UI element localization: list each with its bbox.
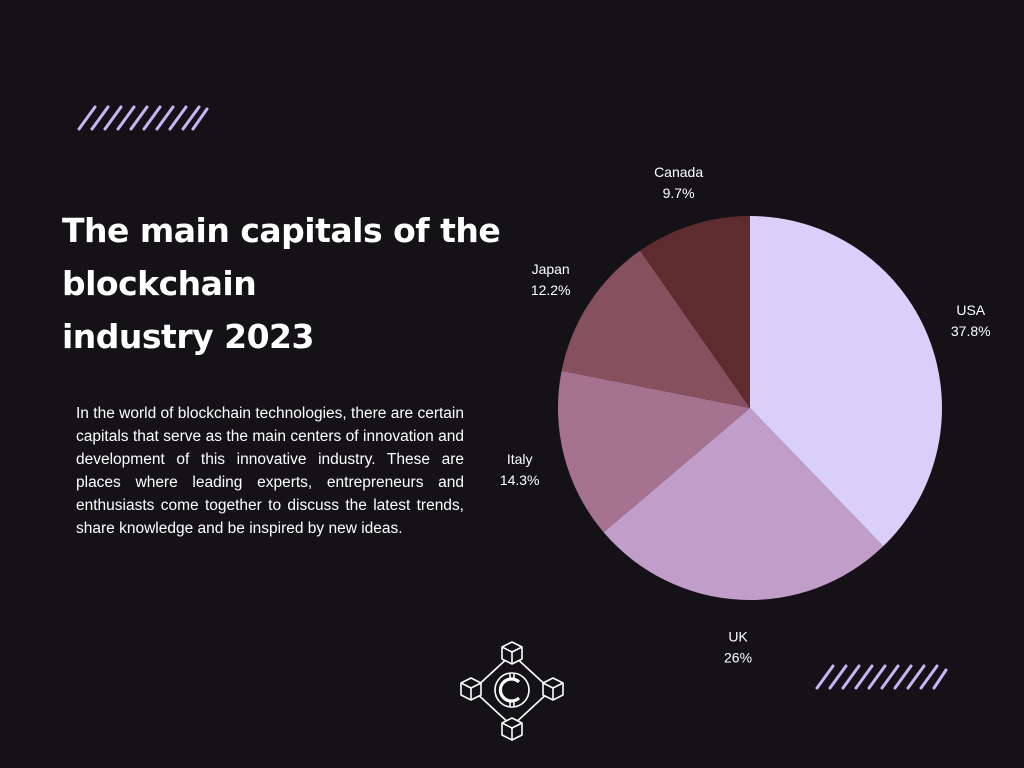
slice-label-uk: UK: [728, 629, 748, 645]
slice-label-canada: Canada: [654, 164, 703, 180]
page-title: The main capitals of the blockchain indu…: [62, 211, 501, 356]
pie-slice-japan: [561, 250, 750, 408]
slice-label-japan: Japan: [532, 261, 570, 277]
slice-value-italy: 14.3%: [500, 472, 540, 488]
pie-slice-italy: [558, 370, 750, 533]
pie-slice-canada: [640, 216, 750, 408]
stripes-decoration-top: [77, 105, 209, 131]
slice-label-usa: USA: [956, 302, 985, 318]
pie-slice-usa: [750, 216, 942, 547]
slice-value-uk: 26%: [724, 650, 752, 666]
stripes-decoration-bottom: [815, 664, 948, 690]
pie-slice-uk: [603, 408, 884, 601]
slice-label-italy: Italy: [507, 451, 533, 467]
slice-value-usa: 37.8%: [951, 323, 991, 339]
slice-value-japan: 12.2%: [531, 282, 571, 298]
description-text: In the world of blockchain technologies,…: [76, 405, 464, 537]
blockchain-coin-icon: [460, 641, 564, 741]
slice-value-canada: 9.7%: [663, 185, 695, 201]
